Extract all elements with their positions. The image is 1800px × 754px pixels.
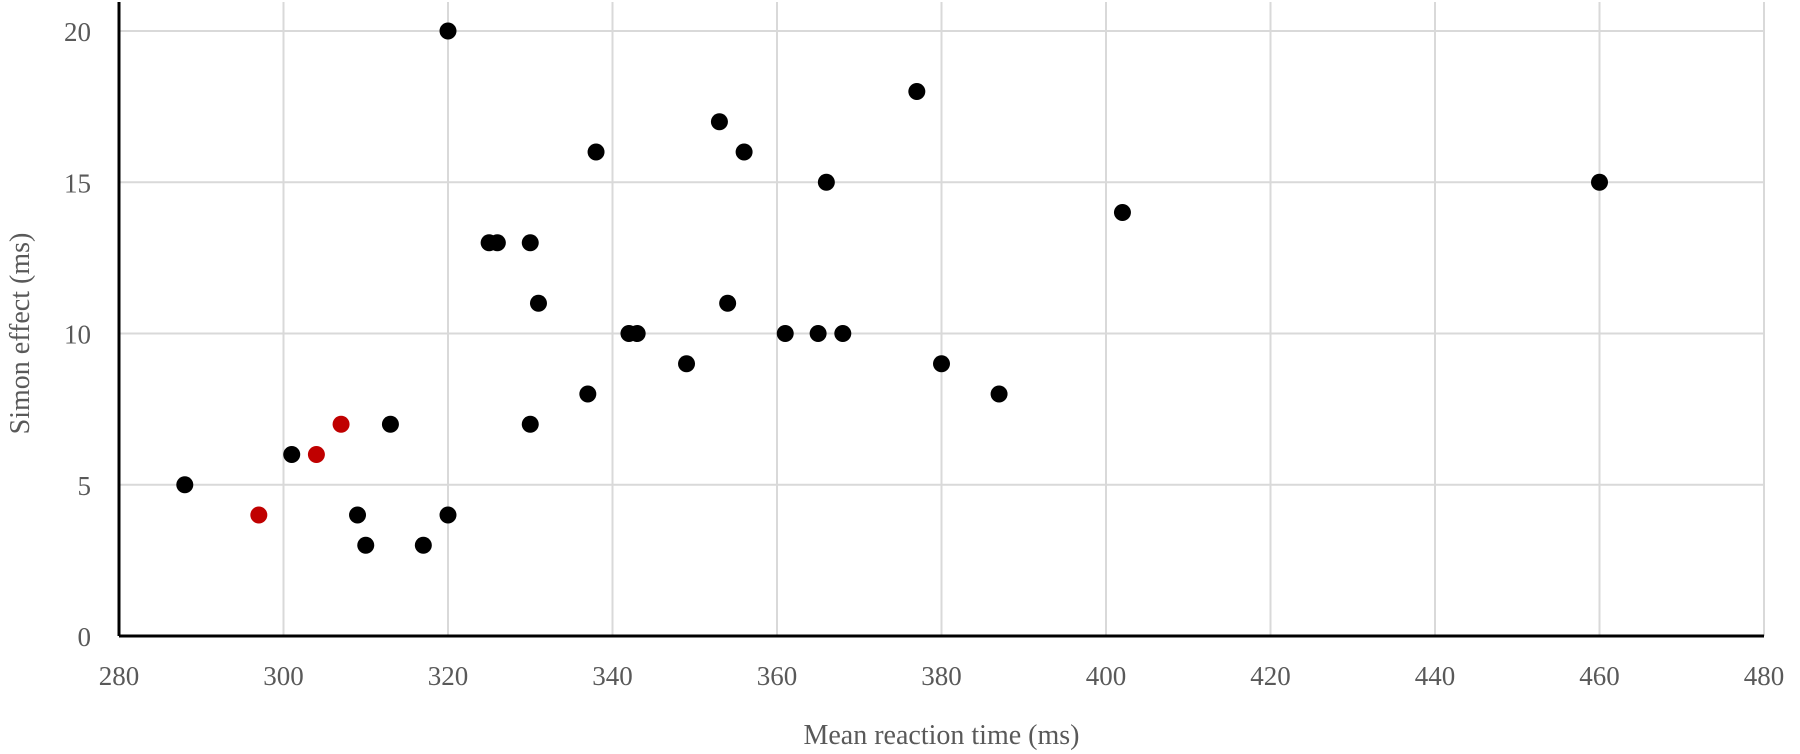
data-point [678,355,696,373]
data-point [381,415,399,433]
data-point [439,22,457,40]
x-tick-label: 320 [428,661,469,691]
axes [117,2,1764,638]
data-point [719,294,737,312]
x-tick-label: 360 [757,661,798,691]
data-point [809,325,827,342]
x-tick-label: 400 [1086,661,1127,691]
y-tick-label: 15 [64,168,91,198]
data-point [307,446,325,463]
data-point [1113,204,1131,221]
data-point [414,536,432,554]
y-tick-label: 5 [78,471,92,501]
grid-lines [119,2,1765,636]
y-tick-label: 20 [64,17,91,47]
x-tick-label: 300 [263,661,304,691]
data-point [908,83,926,100]
x-tick-label: 340 [592,661,633,691]
data-point [250,506,268,524]
data-point [776,325,794,342]
x-tick-label: 380 [921,661,962,691]
data-points [176,22,1608,554]
data-point [357,536,375,554]
data-point [710,113,728,131]
data-point [521,415,539,433]
data-point [628,325,646,342]
data-point [990,385,1008,403]
data-point [579,385,597,403]
data-point [349,506,367,524]
tick-labels: 280 300 320 340 360 380 400 420 440 460 480 0 5 10 15 2… [64,17,1784,691]
x-tick-label: 420 [1250,661,1291,691]
x-axis-title: Mean reaction time (ms) [803,720,1079,751]
data-point [529,294,547,312]
x-tick-label: 280 [99,661,140,691]
data-point [933,355,950,373]
data-point [834,325,852,342]
x-tick-label: 480 [1744,661,1785,691]
data-point [735,143,753,161]
x-tick-label: 440 [1415,661,1456,691]
y-tick-label: 10 [64,320,91,350]
data-point [817,173,835,191]
y-tick-label: 0 [78,622,92,652]
data-point [283,446,301,463]
data-point [439,506,457,524]
data-point [587,143,605,161]
data-point [488,234,506,252]
data-point [1591,173,1608,191]
data-point [332,415,350,433]
y-axis-title: Simon effect (ms) [5,233,36,435]
data-point [521,234,539,252]
x-tick-label: 460 [1579,661,1620,691]
data-point [176,476,194,494]
